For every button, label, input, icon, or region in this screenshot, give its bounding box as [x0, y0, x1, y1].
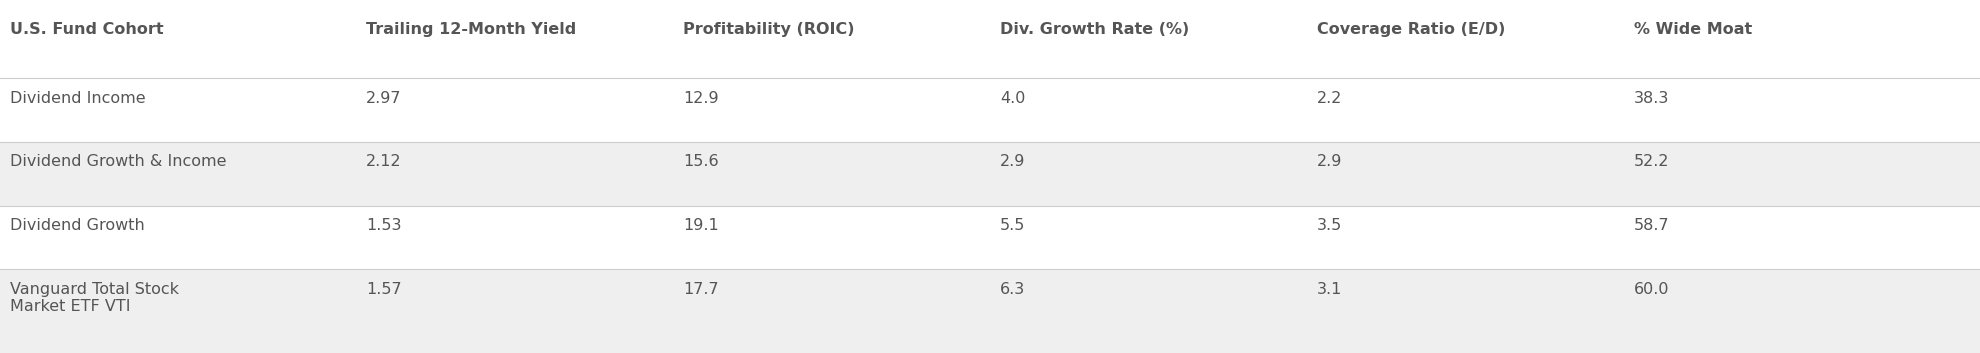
Text: 1.57: 1.57 [366, 282, 402, 297]
Text: 15.6: 15.6 [683, 155, 719, 169]
Text: 12.9: 12.9 [683, 91, 719, 106]
Text: Coverage Ratio (E/D): Coverage Ratio (E/D) [1317, 22, 1505, 37]
Text: Dividend Growth: Dividend Growth [10, 218, 145, 233]
Text: 2.97: 2.97 [366, 91, 402, 106]
Text: 2.9: 2.9 [1000, 155, 1026, 169]
Text: Dividend Growth & Income: Dividend Growth & Income [10, 155, 226, 169]
Text: 4.0: 4.0 [1000, 91, 1026, 106]
Text: 58.7: 58.7 [1634, 218, 1669, 233]
Text: 6.3: 6.3 [1000, 282, 1026, 297]
Text: 17.7: 17.7 [683, 282, 719, 297]
Text: Vanguard Total Stock
Market ETF VTI: Vanguard Total Stock Market ETF VTI [10, 282, 178, 314]
Bar [0, 78, 1980, 142]
Text: U.S. Fund Cohort: U.S. Fund Cohort [10, 22, 164, 37]
Text: Div. Growth Rate (%): Div. Growth Rate (%) [1000, 22, 1190, 37]
Text: 60.0: 60.0 [1634, 282, 1669, 297]
Text: 3.5: 3.5 [1317, 218, 1342, 233]
Text: 19.1: 19.1 [683, 218, 719, 233]
Text: 2.2: 2.2 [1317, 91, 1342, 106]
Text: Profitability (ROIC): Profitability (ROIC) [683, 22, 855, 37]
Text: 38.3: 38.3 [1634, 91, 1669, 106]
Text: 3.1: 3.1 [1317, 282, 1342, 297]
Bar [0, 206, 1980, 269]
Text: Dividend Income: Dividend Income [10, 91, 145, 106]
Bar [0, 269, 1980, 353]
Text: % Wide Moat: % Wide Moat [1634, 22, 1752, 37]
Bar [0, 10, 1980, 78]
Text: 2.9: 2.9 [1317, 155, 1342, 169]
Text: Trailing 12-Month Yield: Trailing 12-Month Yield [366, 22, 576, 37]
Text: 2.12: 2.12 [366, 155, 402, 169]
Text: 52.2: 52.2 [1634, 155, 1669, 169]
Bar [0, 142, 1980, 206]
Text: 5.5: 5.5 [1000, 218, 1026, 233]
Text: 1.53: 1.53 [366, 218, 402, 233]
